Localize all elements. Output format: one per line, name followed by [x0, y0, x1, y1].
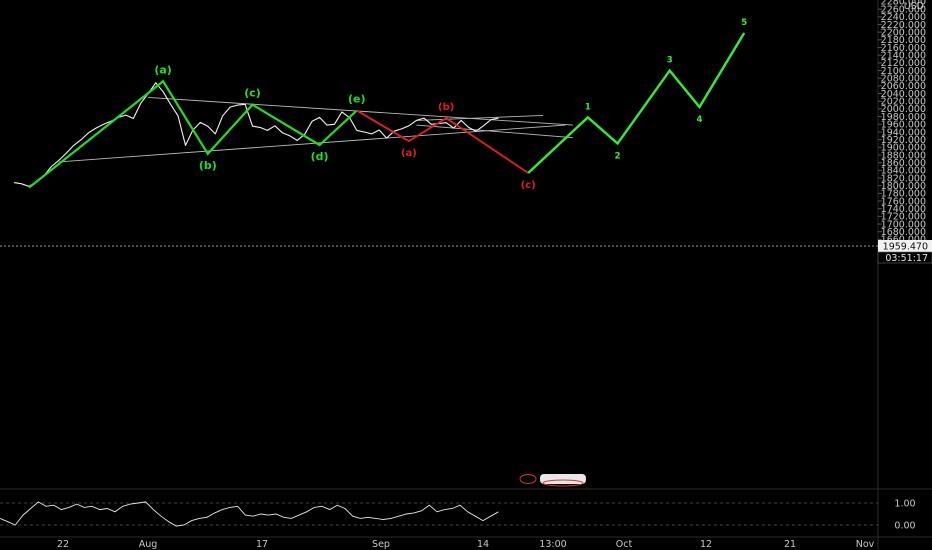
trendline: [58, 124, 566, 163]
x-tick-label: 21: [784, 539, 796, 550]
y-tick-label: 1760.000: [881, 196, 926, 207]
currency-label: USD: [904, 1, 924, 12]
wave-label: (b): [438, 102, 454, 113]
countdown-value: 03:51:17: [885, 253, 928, 264]
wave-path: [527, 32, 746, 174]
x-tick-label: 12: [700, 539, 712, 550]
time-axis[interactable]: 22 Aug 17 Sep 14 13:00 Oct 12 21 Nov: [57, 539, 875, 550]
x-tick-label: Oct: [616, 539, 633, 550]
elliott-waves: [28, 32, 746, 189]
indicator-tick-label: 0.00: [894, 520, 915, 531]
price-series: [14, 82, 499, 187]
indicator-tick-label: 1.00: [894, 498, 915, 509]
wave-label: (d): [311, 150, 329, 163]
wave-label: 5: [741, 18, 747, 28]
x-tick-label: 14: [477, 539, 489, 550]
trendline: [416, 115, 544, 121]
y-tick-label: 1820.000: [881, 173, 926, 184]
trendline: [148, 96, 573, 126]
wave-label: (c): [244, 87, 261, 100]
y-tick-label: 1680.000: [881, 227, 926, 238]
indicator-badges[interactable]: [519, 474, 586, 487]
x-tick-label: Sep: [372, 539, 390, 550]
y-tick-label: 2240.000: [881, 12, 926, 23]
indicator-line: [0, 501, 499, 527]
badge-icon[interactable]: [542, 479, 584, 487]
y-tick-label: 1740.000: [881, 204, 926, 215]
wave-label: 4: [697, 115, 703, 125]
y-tick-label: 2280.000: [881, 0, 926, 8]
y-tick-label: 2020.000: [881, 97, 926, 108]
wave-label: (e): [348, 93, 366, 106]
price-line: [14, 82, 499, 187]
y-tick-label: 2260.000: [881, 5, 926, 16]
wave-label: 2: [615, 152, 621, 162]
y-tick-label: 1780.000: [881, 189, 926, 200]
x-tick-label: 13:00: [539, 539, 566, 550]
wave-label: (a): [401, 148, 417, 159]
y-tick-label: 2000.000: [881, 104, 926, 115]
y-tick-label: 1720.000: [881, 212, 926, 223]
y-tick-label: 1880.000: [881, 150, 926, 161]
y-tick-label: 2040.000: [881, 89, 926, 100]
wave-path: [28, 79, 358, 189]
price-axis[interactable]: 1660.0001680.0001700.0001720.0001740.000…: [878, 0, 926, 246]
badge-icon[interactable]: [540, 474, 586, 484]
y-tick-label: 2080.000: [881, 74, 926, 85]
wave-label: 1: [585, 102, 591, 112]
countdown-badge: [877, 251, 932, 264]
y-tick-label: 2060.000: [881, 81, 926, 92]
y-tick-label: 1900.000: [881, 143, 926, 154]
y-tick-label: 2100.000: [881, 66, 926, 77]
y-tick-label: 1800.000: [881, 181, 926, 192]
wave-label: 3: [667, 56, 673, 66]
x-tick-label: Nov: [856, 539, 875, 550]
y-tick-label: 1840.000: [881, 166, 926, 177]
y-tick-label: 1980.000: [881, 112, 926, 123]
trendlines: [58, 96, 573, 163]
y-tick-label: 2120.000: [881, 58, 926, 69]
current-price-badge: [878, 240, 932, 252]
x-tick-label: Aug: [139, 539, 158, 550]
y-tick-label: 2160.000: [881, 43, 926, 54]
y-tick-label: 1920.000: [881, 135, 926, 146]
y-tick-label: 2200.000: [881, 28, 926, 39]
y-tick-label: 1860.000: [881, 158, 926, 169]
y-tick-label: 1700.000: [881, 219, 926, 230]
indicator-axis: 1.00 0.00: [894, 498, 915, 531]
y-tick-label: 2140.000: [881, 51, 926, 62]
x-tick-label: 17: [256, 539, 268, 550]
wave-path: [356, 109, 529, 174]
badge-icon[interactable]: [519, 474, 537, 484]
wave-label: (a): [154, 63, 171, 76]
current-price-value: 1959.470: [883, 242, 928, 253]
indicator-pane: [0, 501, 878, 527]
y-tick-label: 1960.000: [881, 120, 926, 131]
x-tick-label: 22: [57, 539, 69, 550]
y-tick-label: 2220.000: [881, 20, 926, 31]
wave-labels: (a) (b) (c) (d) (e) (a) (b) (c) 1 2 3 4 5: [154, 18, 747, 191]
y-tick-label: 2180.000: [881, 35, 926, 46]
wave-label: (c): [521, 180, 536, 191]
y-tick-label: 1940.000: [881, 127, 926, 138]
trendline: [416, 124, 573, 139]
wave-label: (b): [199, 159, 217, 172]
